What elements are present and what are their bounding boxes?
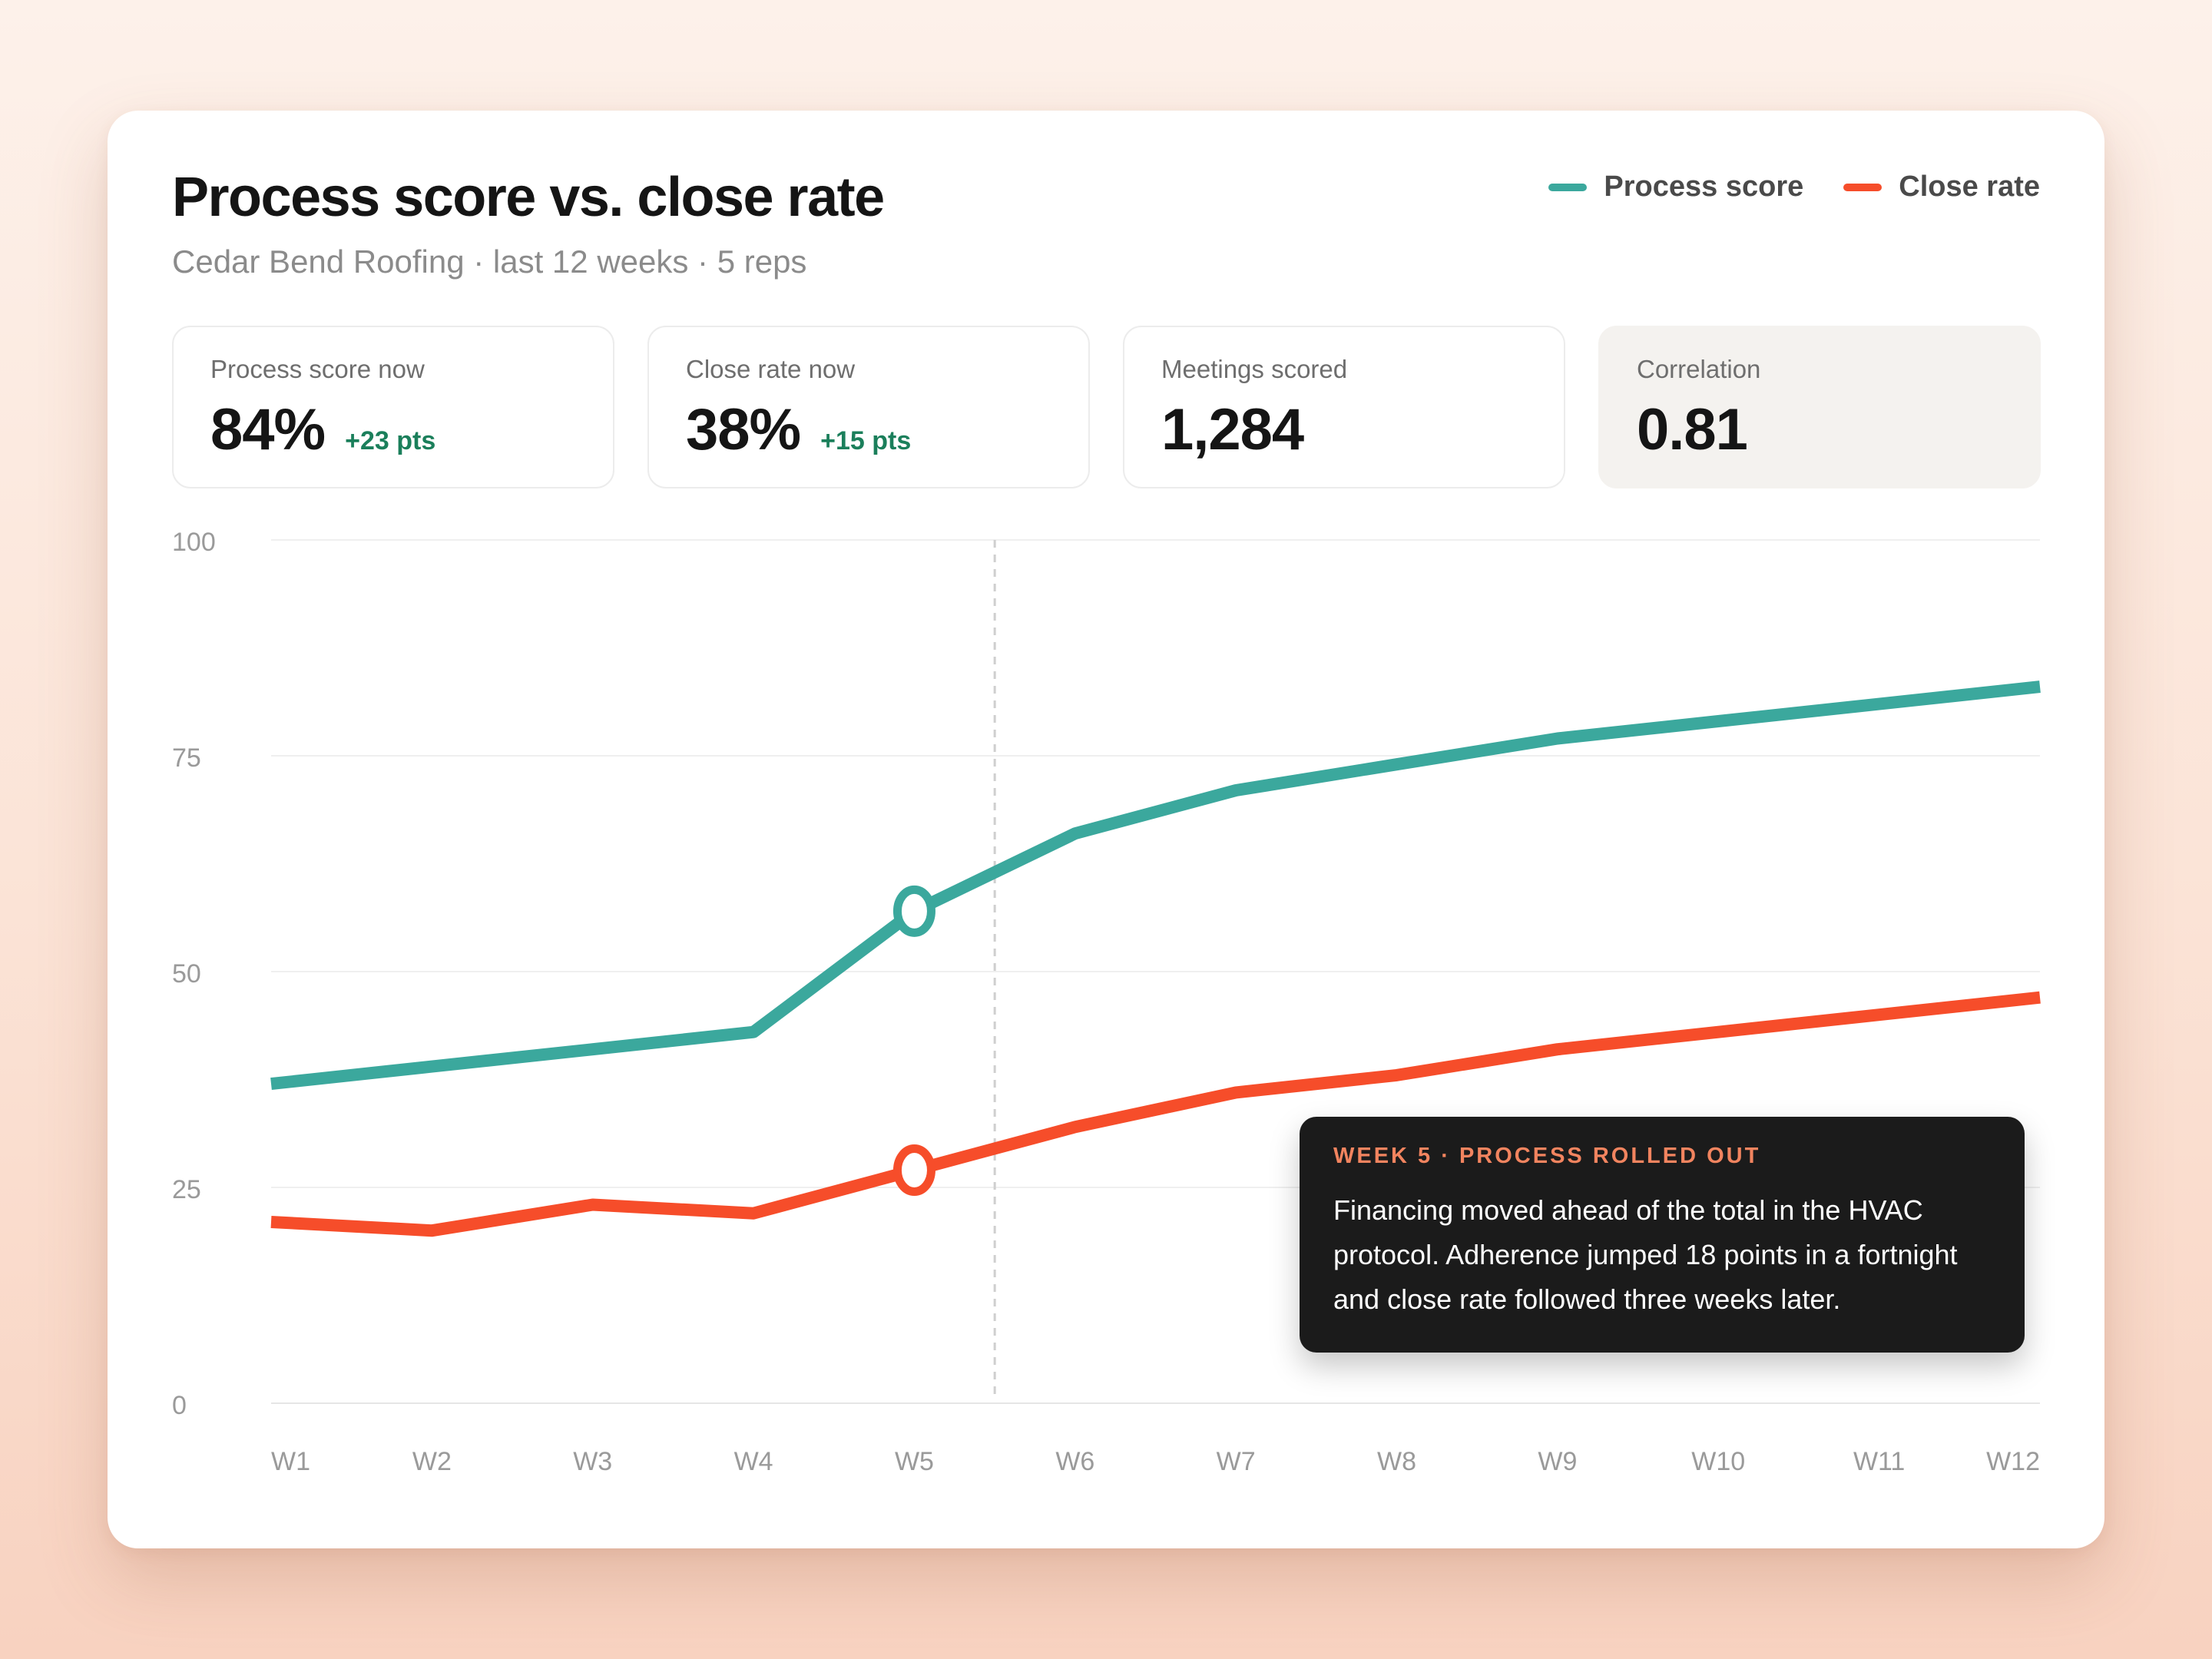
stat-card-correlation: Correlation 0.81 — [1598, 326, 2041, 488]
stat-card-close-rate: Close rate now 38% +15 pts — [647, 326, 1090, 488]
x-tick-label: W3 — [573, 1447, 612, 1476]
legend-label-process-score: Process score — [1604, 171, 1804, 203]
highlight-point-close-rate — [892, 1144, 935, 1197]
legend-swatch-close-rate — [1843, 183, 1883, 191]
y-tick-label: 100 — [172, 528, 216, 557]
legend-item-close-rate[interactable]: Close rate — [1843, 171, 2040, 204]
x-tick-label: W11 — [1853, 1447, 1905, 1476]
legend-swatch-process-score — [1548, 183, 1588, 191]
stat-value: 84% — [210, 397, 326, 462]
x-tick-label: W10 — [1691, 1447, 1745, 1476]
stat-value: 1,284 — [1161, 397, 1304, 462]
chart-card: Process score vs. close rate Cedar Bend … — [108, 111, 2104, 1548]
stat-delta: +23 pts — [345, 426, 436, 455]
chart-title: Process score vs. close rate — [172, 167, 885, 228]
tooltip-body: Financing moved ahead of the total in th… — [1333, 1194, 1958, 1315]
y-tick-label: 50 — [172, 959, 201, 988]
x-tick-label: W8 — [1377, 1447, 1416, 1476]
stat-card-process-score: Process score now 84% +23 pts — [172, 326, 614, 488]
x-tick-label: W12 — [1986, 1447, 2040, 1476]
highlight-point-process-score — [892, 885, 935, 937]
annotation-tooltip: WEEK 5 · PROCESS ROLLED OUT Financing mo… — [1300, 1117, 2025, 1353]
stat-value: 38% — [686, 397, 801, 462]
x-tick-label: W7 — [1217, 1447, 1256, 1476]
y-tick-label: 75 — [172, 743, 201, 773]
x-tick-label: W6 — [1055, 1447, 1094, 1476]
stat-label: Process score now — [210, 355, 425, 383]
x-tick-label: W5 — [895, 1447, 934, 1476]
stat-delta: +15 pts — [820, 426, 912, 455]
line-chart: 0 25 50 75 100 W1 W2 W3 W4 W5 W6 W7 W8 W9 W10 W11 W12 — [172, 528, 2041, 1476]
x-tick-label: W1 — [271, 1447, 310, 1476]
stat-card-meetings-scored: Meetings scored 1,284 — [1123, 326, 1565, 488]
series-line-close-rate — [270, 991, 2041, 1237]
series-line-process-score — [270, 680, 2041, 1091]
x-tick-label: W9 — [1538, 1447, 1577, 1476]
stat-label: Meetings scored — [1161, 355, 1348, 383]
y-tick-label: 0 — [172, 1391, 187, 1420]
stat-label: Correlation — [1637, 355, 1761, 383]
y-tick-label: 25 — [172, 1175, 201, 1204]
x-tick-label: W4 — [734, 1447, 773, 1476]
x-tick-label: W2 — [412, 1447, 452, 1476]
stat-label: Close rate now — [686, 355, 856, 383]
stat-value: 0.81 — [1637, 397, 1748, 462]
tooltip-kicker: WEEK 5 · PROCESS ROLLED OUT — [1333, 1144, 1761, 1168]
legend-label-close-rate: Close rate — [1899, 171, 2040, 203]
stat-cards: Process score now 84% +23 pts Close rate… — [172, 326, 2041, 492]
legend: Process score Close rate — [1508, 171, 2040, 204]
legend-item-process-score[interactable]: Process score — [1548, 171, 1803, 204]
chart-subtitle: Cedar Bend Roofing · last 12 weeks · 5 r… — [172, 243, 807, 280]
